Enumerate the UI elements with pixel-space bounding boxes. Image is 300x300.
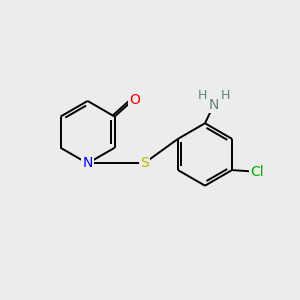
Text: H: H bbox=[198, 89, 207, 102]
Text: N: N bbox=[209, 98, 219, 112]
Text: H: H bbox=[220, 89, 230, 102]
Text: S: S bbox=[140, 156, 148, 170]
Text: Cl: Cl bbox=[250, 164, 264, 178]
Text: N: N bbox=[82, 156, 93, 170]
Text: O: O bbox=[129, 93, 140, 106]
